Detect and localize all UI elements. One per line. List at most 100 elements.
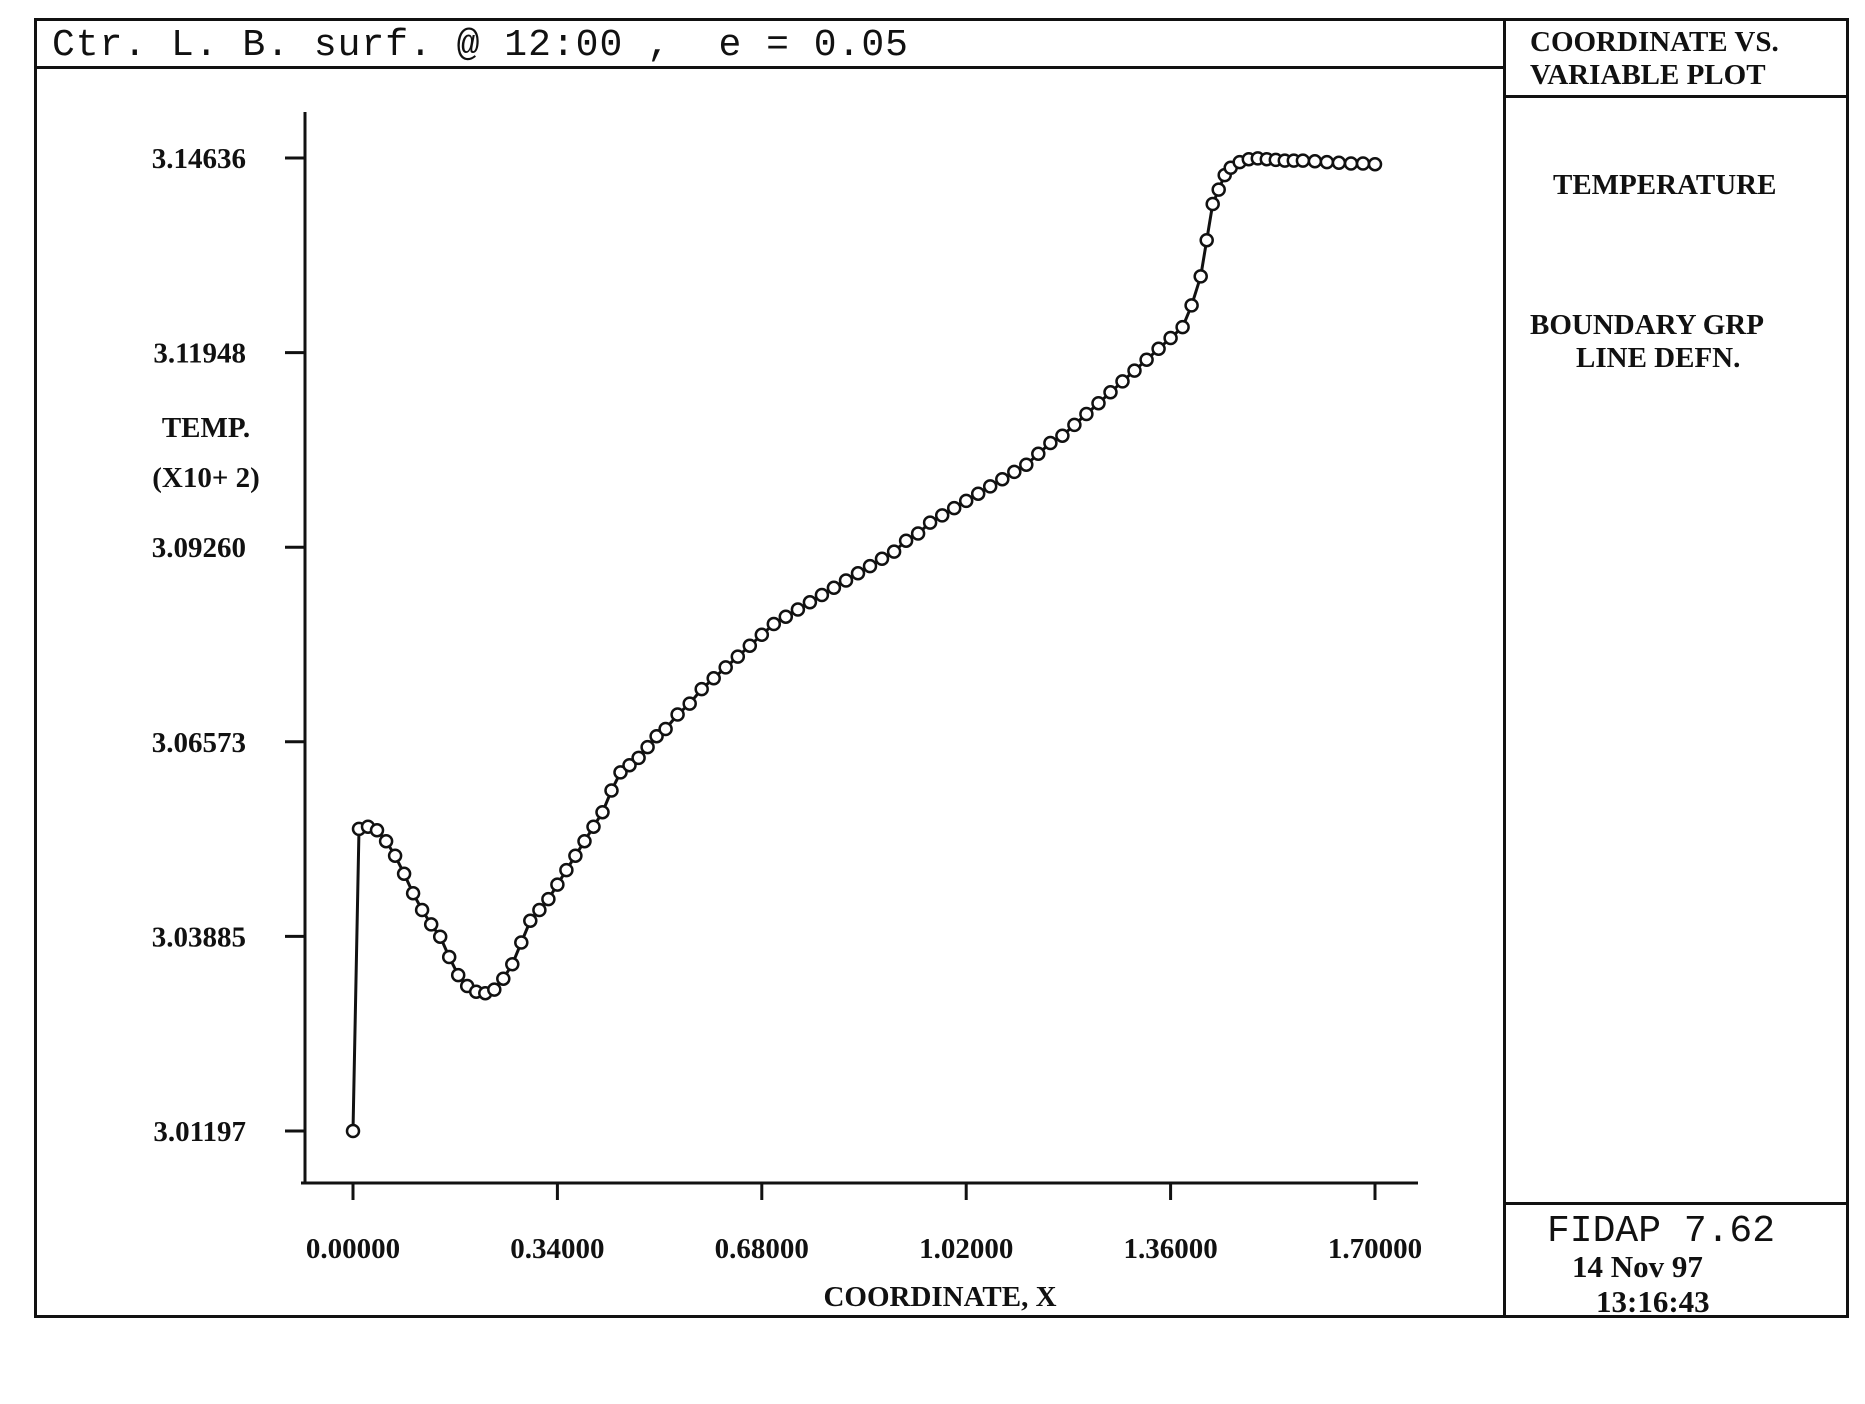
data-point-marker — [1019, 457, 1034, 472]
data-point-marker — [532, 902, 547, 918]
data-point-marker — [742, 638, 758, 653]
data-point-marker — [613, 765, 628, 780]
data-point-marker — [378, 833, 394, 849]
data-point-marker — [432, 929, 448, 944]
data-point-marker — [441, 949, 457, 965]
data-point-marker — [982, 479, 998, 494]
y-tick-label: 3.11948 — [153, 338, 246, 370]
data-point-marker — [649, 728, 664, 744]
data-point-marker — [505, 957, 520, 972]
data-point-marker — [922, 515, 938, 530]
panel-heading-line2: VARIABLE PLOT — [1530, 59, 1766, 91]
data-point-marker — [766, 616, 782, 632]
data-point-marker — [523, 913, 538, 929]
title-divider — [34, 66, 1506, 69]
data-point-marker — [1307, 154, 1323, 169]
y-tick-label: 3.01197 — [153, 1116, 246, 1148]
data-point-marker — [1295, 153, 1311, 168]
data-point-marker — [640, 739, 655, 755]
data-point-marker — [387, 848, 403, 863]
panel-heading-line1: COORDINATE VS. — [1530, 26, 1779, 58]
data-point-marker — [414, 902, 430, 918]
data-point-marker — [1091, 395, 1106, 411]
data-point-marker — [423, 917, 439, 932]
data-point-marker — [1343, 156, 1359, 171]
x-tick-label: 0.00000 — [306, 1233, 400, 1265]
data-point-marker — [1103, 385, 1118, 400]
data-point-marker — [1055, 428, 1070, 443]
data-point-marker — [405, 886, 421, 901]
data-point-marker — [802, 595, 818, 610]
data-point-marker — [694, 681, 709, 697]
data-point-marker — [1151, 341, 1166, 357]
data-point-marker — [898, 533, 914, 548]
data-point-marker — [1175, 319, 1190, 335]
data-point-marker — [1043, 435, 1058, 451]
data-point-marker — [1007, 464, 1022, 480]
data-point-marker — [670, 707, 685, 722]
data-point-marker — [910, 526, 926, 541]
data-point-marker — [1127, 363, 1142, 378]
x-tick-label: 1.70000 — [1328, 1233, 1422, 1265]
data-point-marker — [850, 566, 866, 581]
side-footer-divider — [1503, 1202, 1849, 1205]
y-tick-label: 3.03885 — [152, 921, 246, 953]
plot-time: 13:16:43 — [1596, 1284, 1710, 1319]
side-panel-frame — [1503, 18, 1849, 1318]
data-point-marker — [874, 551, 890, 567]
data-point-marker — [862, 558, 878, 574]
data-point-marker — [496, 971, 511, 986]
data-point-marker — [1319, 154, 1335, 170]
data-point-marker — [718, 660, 733, 675]
data-point-marker — [1163, 330, 1178, 346]
data-point-marker — [838, 573, 854, 588]
data-point-marker — [396, 866, 412, 882]
data-point-marker — [658, 721, 673, 737]
data-point-marker — [586, 819, 601, 834]
data-point-marker — [1031, 446, 1046, 462]
data-point-marker — [577, 833, 592, 849]
data-point-marker — [595, 804, 610, 820]
panel-group-line1: BOUNDARY GRP — [1530, 309, 1764, 341]
data-point-marker — [345, 1123, 361, 1139]
data-point-marker — [682, 696, 697, 711]
data-point-marker — [1079, 406, 1094, 422]
data-point-marker — [559, 862, 574, 878]
data-point-marker — [369, 823, 385, 838]
data-point-marker — [754, 627, 770, 643]
data-point-marker — [1331, 155, 1347, 171]
x-tick-label: 1.36000 — [1123, 1233, 1217, 1265]
data-point-marker — [1067, 417, 1082, 433]
data-point-marker — [995, 471, 1010, 487]
data-point-marker — [487, 982, 502, 997]
data-point-marker — [730, 649, 746, 664]
data-point-marker — [631, 750, 646, 766]
data-point-marker — [450, 967, 466, 983]
data-point-marker — [550, 877, 565, 892]
data-point-marker — [604, 783, 619, 798]
data-point-marker — [1193, 269, 1208, 284]
plot-date: 14 Nov 97 — [1572, 1249, 1703, 1284]
data-point-marker — [970, 486, 986, 501]
x-tick-label: 0.68000 — [715, 1233, 809, 1265]
data-point-marker — [946, 500, 962, 516]
y-tick-label: 3.14636 — [152, 143, 246, 175]
plot-title: Ctr. L. B. surf. @ 12:00 , e = 0.05 — [52, 24, 909, 67]
panel-variable-name: TEMPERATURE — [1553, 169, 1777, 201]
data-point-marker — [958, 493, 974, 509]
data-point-marker — [1367, 156, 1383, 172]
data-point-marker — [826, 580, 842, 596]
y-axis-scale-label: (X10+ 2) — [152, 462, 260, 494]
data-point-marker — [814, 587, 830, 603]
data-point-marker — [790, 602, 806, 617]
data-point-marker — [514, 935, 529, 950]
data-point-marker — [778, 609, 794, 624]
data-point-marker — [934, 508, 950, 523]
panel-group-line2: LINE DEFN. — [1576, 342, 1741, 374]
data-point-marker — [886, 544, 902, 559]
x-tick-label: 0.34000 — [510, 1233, 604, 1265]
data-point-marker — [622, 757, 637, 773]
y-axis-title: TEMP. — [162, 412, 250, 444]
